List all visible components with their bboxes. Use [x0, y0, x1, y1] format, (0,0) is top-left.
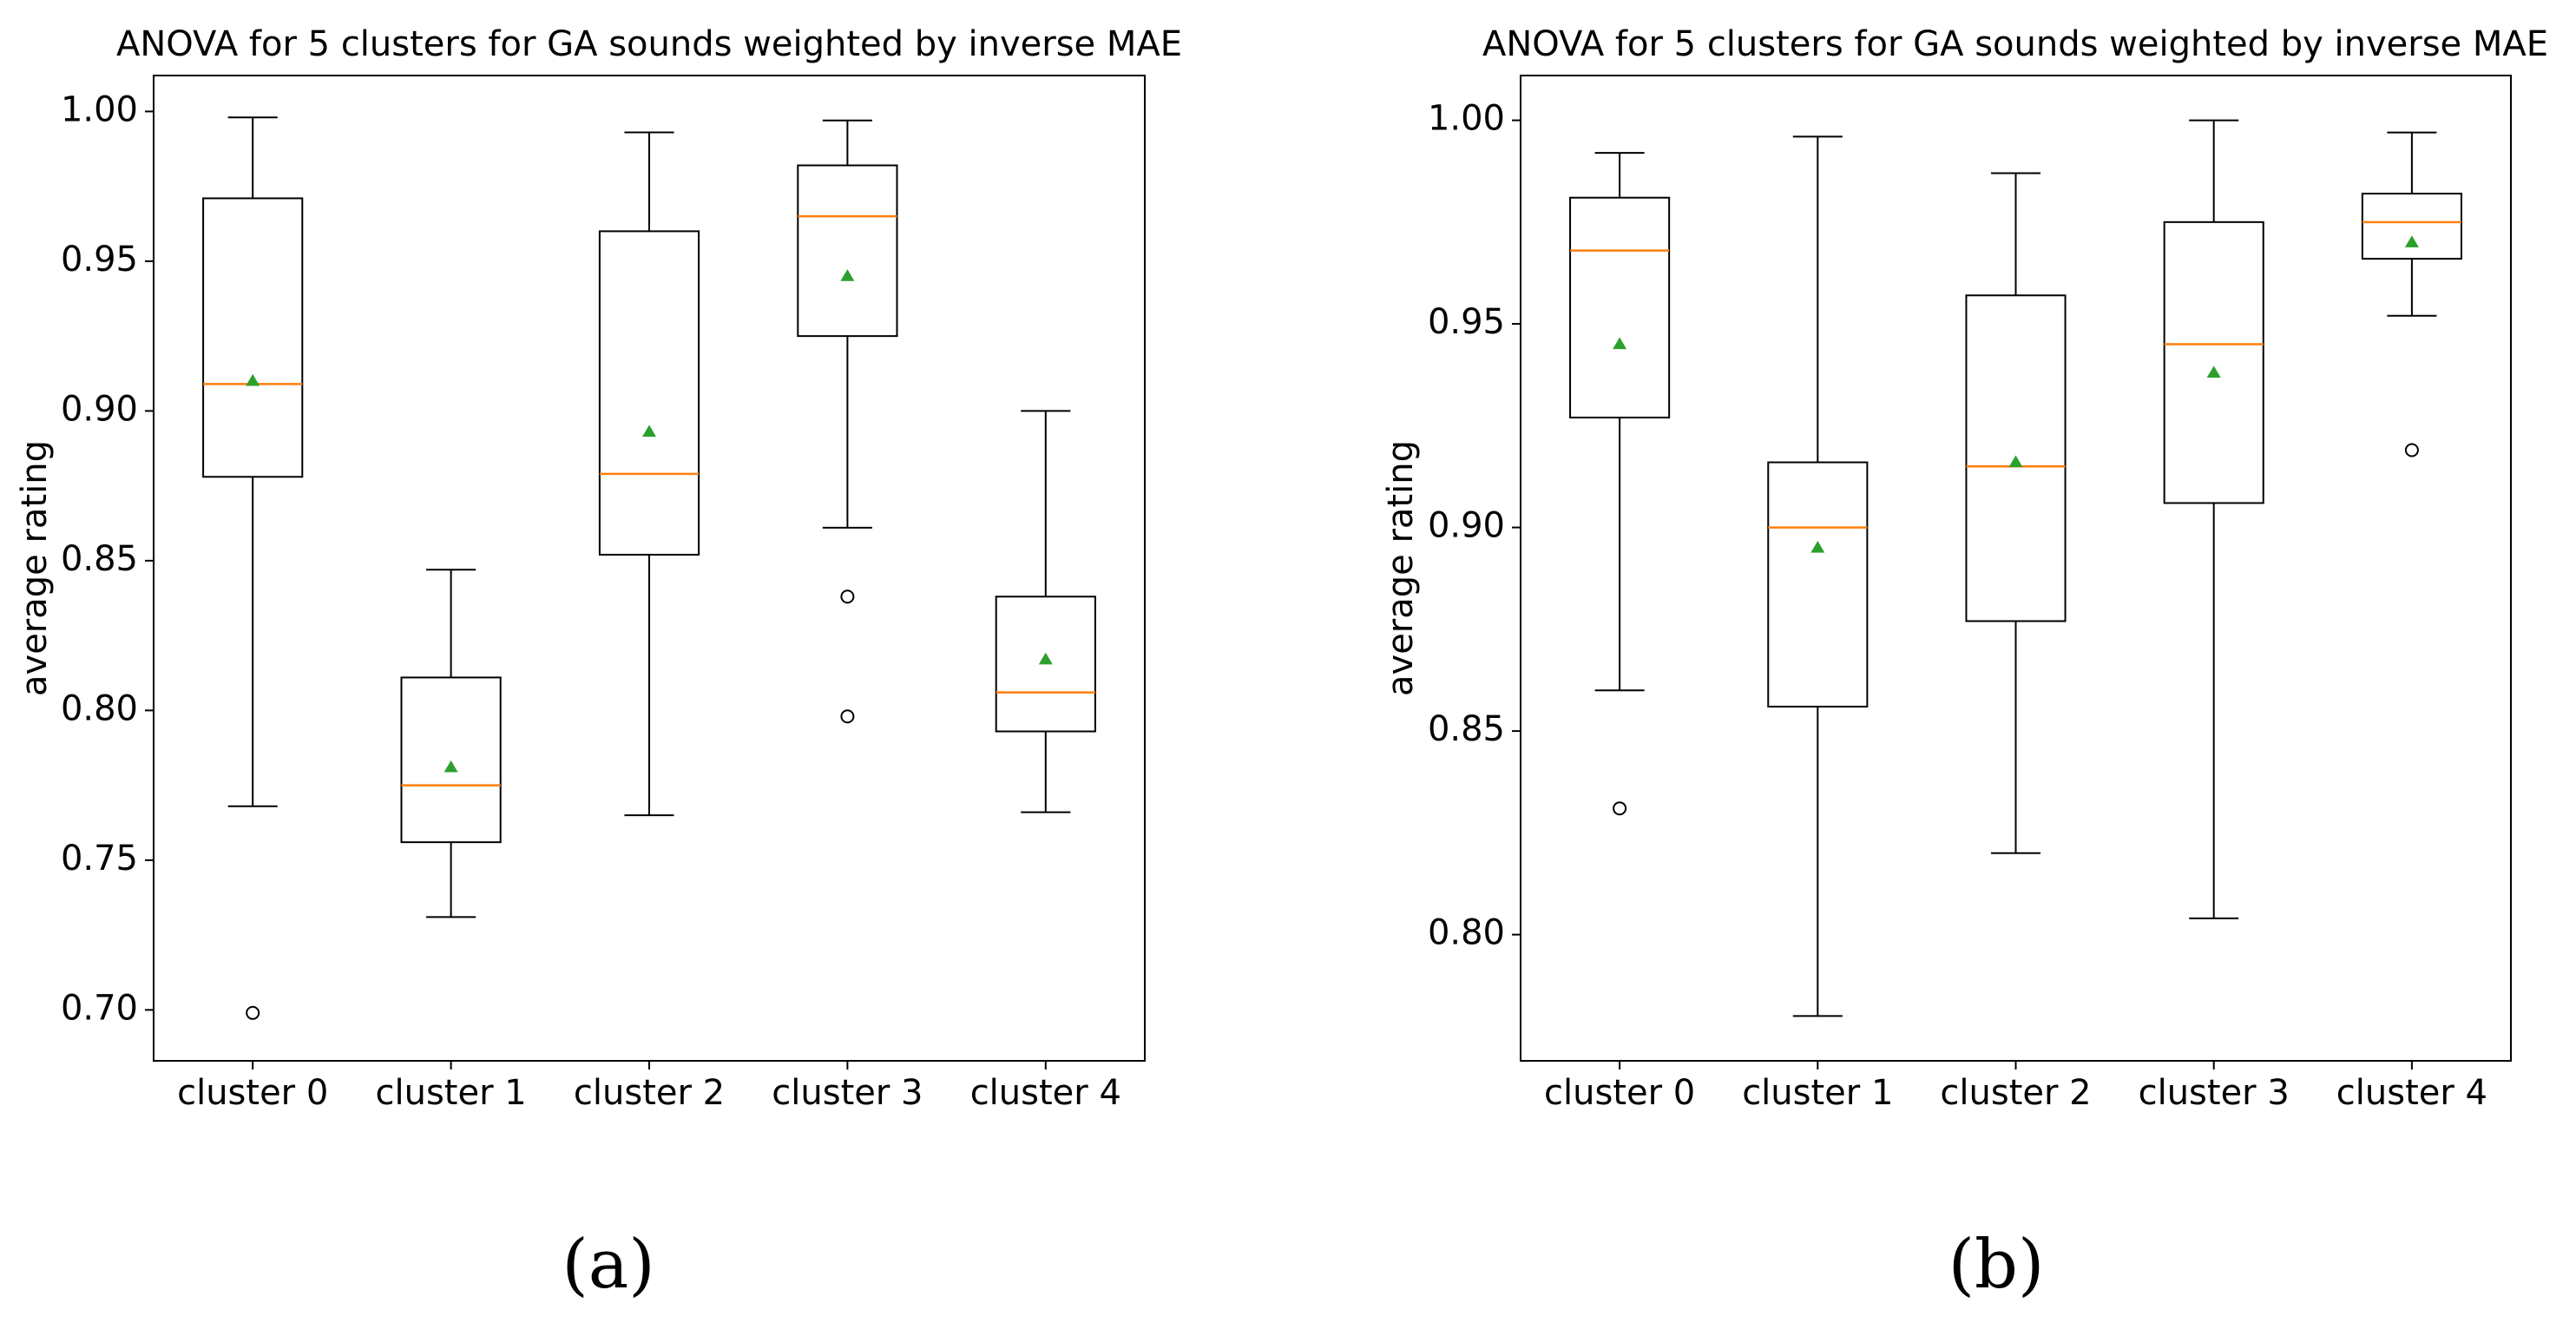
x-tick-label: cluster 4: [970, 1073, 1121, 1113]
y-tick-label: 0.85: [1428, 709, 1505, 749]
box-group: [1569, 152, 1671, 816]
box-group: [995, 410, 1096, 813]
mean-marker: [1810, 541, 1825, 553]
box-group: [2361, 131, 2462, 457]
iqr-box: [1767, 461, 1869, 708]
x-tick-label: cluster 0: [177, 1073, 328, 1113]
iqr-box: [797, 164, 898, 338]
y-tick-label: 0.95: [1428, 302, 1505, 342]
iqr-box: [202, 197, 304, 478]
box-group: [797, 119, 898, 724]
outlier-point: [840, 709, 855, 724]
iqr-box: [400, 676, 502, 844]
box-group: [1965, 172, 2067, 854]
x-tick-label: cluster 4: [2336, 1073, 2487, 1113]
x-tick-label: cluster 2: [574, 1073, 725, 1113]
mean-marker: [246, 373, 260, 386]
box-group: [2163, 119, 2264, 919]
axes-frame: [153, 75, 1146, 1062]
iqr-box: [2163, 220, 2264, 504]
iqr-box: [598, 230, 700, 556]
iqr-box: [2361, 193, 2462, 260]
mean-marker: [642, 425, 656, 438]
y-tick-label: 0.95: [61, 240, 138, 280]
mean-marker: [2008, 455, 2023, 468]
mean-marker: [2206, 365, 2221, 378]
y-tick-label: 0.80: [61, 688, 138, 728]
iqr-box: [1965, 294, 2067, 622]
outlier-point: [246, 1005, 260, 1020]
y-tick-label: 0.70: [61, 988, 138, 1028]
plot-title: ANOVA for 5 clusters for GA sounds weigh…: [1482, 24, 2548, 64]
x-tick-label: cluster 3: [772, 1073, 923, 1113]
mean-marker: [840, 269, 855, 281]
iqr-box: [995, 596, 1096, 733]
x-tick-label: cluster 0: [1544, 1073, 1695, 1113]
y-axis-label: average rating: [15, 440, 55, 696]
mean-marker: [444, 760, 458, 773]
box-group: [1767, 135, 1869, 1017]
iqr-box: [1569, 196, 1671, 418]
x-tick-label: cluster 1: [375, 1073, 526, 1113]
mean-marker: [1038, 652, 1053, 665]
panel-b-letter: (b): [1948, 1226, 2045, 1304]
outlier-point: [1613, 801, 1627, 816]
panel-a: ANOVA for 5 clusters for GA sounds weigh…: [15, 24, 1182, 1113]
plot-title: ANOVA for 5 clusters for GA sounds weigh…: [116, 24, 1182, 64]
y-tick-label: 0.85: [61, 539, 138, 579]
y-tick-label: 0.90: [1428, 506, 1505, 546]
x-tick-label: cluster 1: [1742, 1073, 1893, 1113]
box-group: [598, 131, 700, 817]
axes-frame: [1520, 75, 2512, 1062]
outlier-point: [840, 589, 855, 604]
box-group: [400, 569, 502, 918]
box-group: [202, 116, 304, 1020]
x-tick-label: cluster 2: [1940, 1073, 2091, 1113]
panel-b: ANOVA for 5 clusters for GA sounds weigh…: [1381, 24, 2548, 1113]
y-tick-label: 1.00: [61, 89, 138, 129]
y-tick-label: 0.80: [1428, 913, 1505, 953]
y-tick-label: 0.90: [61, 389, 138, 429]
mean-marker: [2404, 235, 2419, 247]
y-axis-label: average rating: [1381, 440, 1421, 696]
y-tick-label: 1.00: [1428, 99, 1505, 139]
mean-marker: [1613, 337, 1627, 350]
outlier-point: [2404, 443, 2419, 457]
y-tick-label: 0.75: [61, 839, 138, 879]
x-tick-label: cluster 3: [2139, 1073, 2290, 1113]
panel-a-letter: (a): [562, 1226, 654, 1304]
